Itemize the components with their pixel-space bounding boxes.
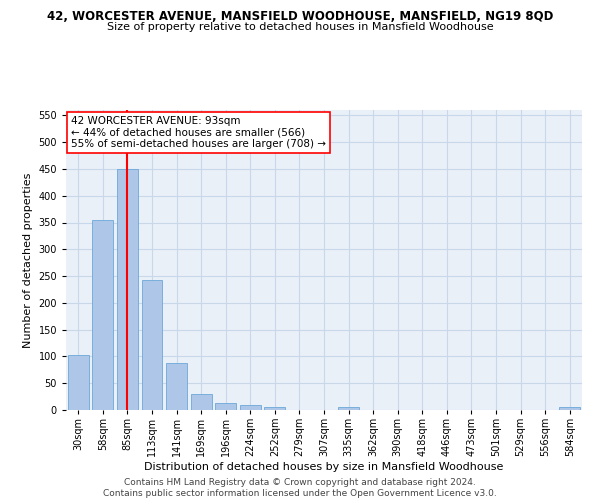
Bar <box>92 220 113 410</box>
Bar <box>166 364 187 410</box>
Bar <box>240 405 261 410</box>
Bar <box>265 407 286 410</box>
Bar <box>68 355 89 410</box>
Bar <box>338 408 359 410</box>
Text: Size of property relative to detached houses in Mansfield Woodhouse: Size of property relative to detached ho… <box>107 22 493 32</box>
Bar <box>559 408 580 410</box>
Text: Contains HM Land Registry data © Crown copyright and database right 2024.
Contai: Contains HM Land Registry data © Crown c… <box>103 478 497 498</box>
X-axis label: Distribution of detached houses by size in Mansfield Woodhouse: Distribution of detached houses by size … <box>145 462 503 472</box>
Text: 42 WORCESTER AVENUE: 93sqm
← 44% of detached houses are smaller (566)
55% of sem: 42 WORCESTER AVENUE: 93sqm ← 44% of deta… <box>71 116 326 149</box>
Bar <box>215 403 236 410</box>
Bar <box>117 169 138 410</box>
Text: 42, WORCESTER AVENUE, MANSFIELD WOODHOUSE, MANSFIELD, NG19 8QD: 42, WORCESTER AVENUE, MANSFIELD WOODHOUS… <box>47 10 553 23</box>
Bar <box>191 394 212 410</box>
Y-axis label: Number of detached properties: Number of detached properties <box>23 172 33 348</box>
Bar <box>142 280 163 410</box>
